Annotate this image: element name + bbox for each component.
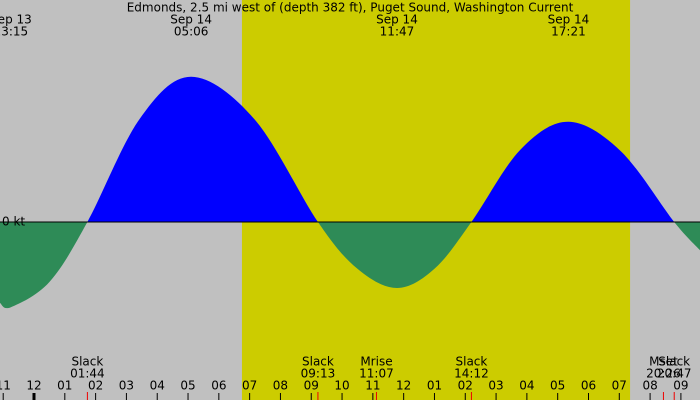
x-tick-label: 06 xyxy=(581,379,596,393)
event-time: 11:07 xyxy=(359,367,394,381)
event-label: Slack xyxy=(71,355,103,369)
event-time: 09:13 xyxy=(301,367,336,381)
extreme-date: Sep 14 xyxy=(376,13,418,27)
extreme-time: 17:21 xyxy=(551,25,586,39)
event-time: 20:26 xyxy=(646,367,681,381)
x-tick-label: 07 xyxy=(612,379,627,393)
x-tick-label: 04 xyxy=(150,379,165,393)
x-tick-label: 07 xyxy=(242,379,257,393)
event-time: 14:12 xyxy=(454,367,489,381)
x-tick-label: 11 xyxy=(0,379,11,393)
extreme-time: 11:47 xyxy=(380,25,415,39)
x-tick-label: 03 xyxy=(119,379,134,393)
x-tick-label: 04 xyxy=(519,379,534,393)
extreme-date: Sep 13 xyxy=(0,13,32,27)
zero-label: 0 kt xyxy=(2,215,25,229)
x-tick-label: 12 xyxy=(396,379,411,393)
event-label: Slack xyxy=(302,355,334,369)
x-tick-label: 11 xyxy=(365,379,380,393)
x-tick-label: 09 xyxy=(304,379,319,393)
event-label: Slack xyxy=(658,355,690,369)
x-tick-label: 12 xyxy=(26,379,41,393)
x-tick-label: 05 xyxy=(550,379,565,393)
x-tick-label: 08 xyxy=(273,379,288,393)
x-tick-label: 03 xyxy=(488,379,503,393)
x-tick-label: 10 xyxy=(334,379,349,393)
event-label: Mset xyxy=(649,355,678,369)
x-tick-label: 01 xyxy=(427,379,442,393)
extreme-time: 05:06 xyxy=(174,25,209,39)
event-label: Mrise xyxy=(360,355,392,369)
event-time: 20:47 xyxy=(657,367,692,381)
extreme-date: Sep 14 xyxy=(170,13,212,27)
x-tick-label: 08 xyxy=(642,379,657,393)
x-tick-label: 09 xyxy=(673,379,688,393)
event-label: Slack xyxy=(456,355,488,369)
extreme-date: Sep 14 xyxy=(548,13,590,27)
chart-title: Edmonds, 2.5 mi west of (depth 382 ft), … xyxy=(127,1,574,15)
x-tick-label: 01 xyxy=(57,379,72,393)
x-tick-label: 02 xyxy=(458,379,473,393)
event-time: 01:44 xyxy=(70,367,105,381)
x-tick-label: 02 xyxy=(88,379,103,393)
extreme-time: 23:15 xyxy=(0,25,28,39)
x-tick-label: 06 xyxy=(211,379,226,393)
x-tick-label: 05 xyxy=(180,379,195,393)
current-area xyxy=(0,76,700,309)
